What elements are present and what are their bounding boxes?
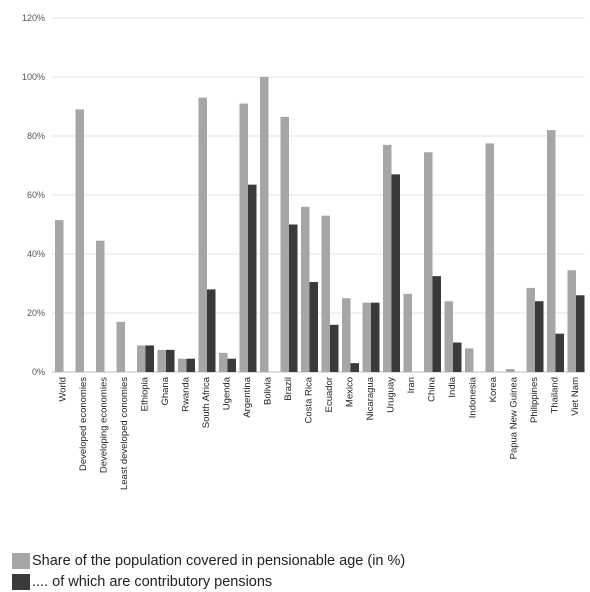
bar-contributory bbox=[391, 174, 400, 372]
x-tick-label: India bbox=[447, 376, 458, 397]
bar-contributory bbox=[248, 184, 257, 372]
x-tick-label: Mexico bbox=[344, 377, 355, 407]
bar-coverage bbox=[178, 358, 187, 372]
x-tick-label: Ugenda bbox=[221, 376, 232, 410]
x-tick-label: Uruguay bbox=[385, 377, 396, 413]
bar-coverage bbox=[96, 240, 105, 372]
bar-contributory bbox=[371, 302, 380, 372]
x-tick-label: Ethiopia bbox=[139, 376, 150, 411]
x-tick-label: Bolivia bbox=[262, 376, 273, 405]
bar-coverage bbox=[75, 109, 84, 372]
x-tick-label: Developed economies bbox=[78, 377, 89, 471]
y-tick-label: 40% bbox=[27, 249, 45, 259]
bar-coverage bbox=[157, 349, 166, 372]
bar-contributory bbox=[145, 345, 154, 372]
y-tick-label: 120% bbox=[22, 13, 45, 23]
bar-contributory bbox=[309, 282, 318, 372]
x-tick-label: Developing economies bbox=[98, 377, 109, 473]
bar-contributory bbox=[166, 349, 175, 372]
bar-contributory bbox=[535, 301, 544, 372]
legend-item-contributory: .... of which are contributory pensions bbox=[12, 574, 272, 590]
bar-coverage bbox=[444, 301, 453, 372]
x-tick-label: Thailand bbox=[549, 377, 560, 413]
legend-item-coverage: Share of the population covered in pensi… bbox=[12, 553, 405, 569]
bar-coverage bbox=[526, 287, 535, 372]
bar-coverage bbox=[198, 97, 207, 373]
bar-coverage bbox=[424, 152, 433, 372]
y-tick-label: 80% bbox=[27, 131, 45, 141]
x-tick-label: Iran bbox=[406, 377, 417, 393]
x-tick-label: Papua New Guinea bbox=[508, 376, 519, 459]
bar-coverage bbox=[260, 77, 269, 372]
legend-swatch-contributory bbox=[12, 574, 30, 590]
x-tick-label: South Africa bbox=[201, 376, 212, 428]
x-tick-label: Ghana bbox=[160, 376, 171, 405]
bar-coverage bbox=[383, 144, 392, 372]
bar-coverage bbox=[116, 321, 125, 372]
bar-contributory bbox=[289, 224, 298, 372]
bar-contributory bbox=[227, 358, 236, 372]
x-tick-label: Nicaragua bbox=[365, 376, 376, 420]
bar-contributory bbox=[186, 358, 195, 372]
x-tick-label: Philippines bbox=[529, 377, 540, 423]
bar-coverage bbox=[301, 206, 310, 372]
bar-coverage bbox=[137, 345, 146, 372]
bar-contributory bbox=[330, 324, 339, 372]
bar-coverage bbox=[239, 103, 248, 373]
bar-contributory bbox=[453, 342, 462, 372]
x-tick-label: Least developed conomies bbox=[119, 377, 130, 490]
bar-chart: 0% 20% 40% 60% 80% 100% 120% World Developed eco… bbox=[22, 13, 585, 490]
x-tick-label: Brazil bbox=[283, 377, 294, 401]
bar-contributory bbox=[350, 363, 359, 372]
bar-coverage bbox=[506, 369, 515, 372]
x-tick-label: Viet Nam bbox=[570, 377, 581, 416]
bar-contributory bbox=[432, 276, 441, 372]
bar-coverage bbox=[219, 352, 228, 372]
bar-contributory bbox=[576, 295, 585, 372]
y-tick-label: 20% bbox=[27, 308, 45, 318]
bar-coverage bbox=[465, 348, 474, 372]
x-tick-label: China bbox=[426, 376, 437, 402]
bar-contributory bbox=[555, 333, 564, 372]
legend-swatch-coverage bbox=[12, 553, 30, 569]
bar-coverage bbox=[342, 298, 351, 372]
bar-coverage bbox=[485, 143, 494, 372]
bar-coverage bbox=[280, 116, 289, 372]
legend-label-coverage: Share of the population covered in pensi… bbox=[32, 553, 406, 569]
x-tick-label: World bbox=[57, 377, 68, 402]
bar-coverage bbox=[55, 220, 64, 372]
x-tick-label: Ecuador bbox=[324, 377, 335, 412]
bar-coverage bbox=[403, 293, 412, 372]
legend-label-contributory: .... of which are contributory pensions bbox=[32, 574, 273, 590]
bar-coverage bbox=[321, 215, 330, 372]
x-tick-label: Argentina bbox=[242, 376, 253, 417]
bar-coverage bbox=[362, 302, 371, 372]
y-tick-label: 100% bbox=[22, 72, 45, 82]
bar-coverage bbox=[567, 270, 576, 372]
x-tick-label: Indonesia bbox=[467, 376, 478, 418]
x-tick-label: Rwanda bbox=[180, 376, 191, 412]
x-tick-label: Korea bbox=[488, 376, 499, 402]
y-tick-label: 60% bbox=[27, 190, 45, 200]
y-tick-label: 0% bbox=[32, 367, 45, 377]
bar-contributory bbox=[207, 289, 216, 372]
bar-coverage bbox=[547, 130, 556, 372]
x-tick-label: Costa Rica bbox=[303, 376, 314, 423]
